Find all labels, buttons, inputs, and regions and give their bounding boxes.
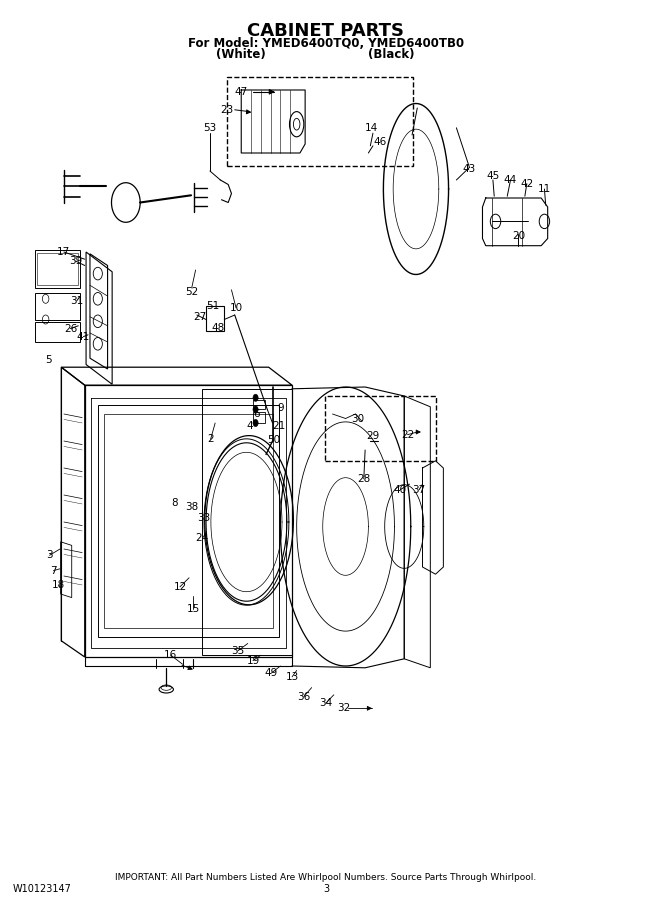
Text: W10123147: W10123147 [13,884,72,895]
Text: 3: 3 [323,884,329,895]
Text: (White): (White) [216,49,266,61]
Text: 42: 42 [520,178,533,189]
Text: 39: 39 [69,256,82,266]
Text: 26: 26 [64,323,77,334]
Bar [37,253,78,285]
Text: 16: 16 [164,650,177,661]
Bar [253,400,265,410]
Text: 19: 19 [246,655,259,666]
Bar [35,292,80,320]
Text: 7: 7 [50,565,57,576]
Text: 12: 12 [173,581,186,592]
Text: CABINET PARTS: CABINET PARTS [248,22,404,40]
Bar [325,396,436,461]
Text: 43: 43 [463,164,476,175]
Text: 14: 14 [365,122,378,133]
Text: 29: 29 [366,430,379,441]
Text: 21: 21 [273,420,286,431]
Text: 11: 11 [538,184,551,194]
Text: 30: 30 [351,413,364,424]
Text: 34: 34 [319,698,333,708]
Text: 3: 3 [46,550,53,561]
Bar [253,412,265,423]
Text: For Model: YMED6400TQ0, YMED6400TB0: For Model: YMED6400TQ0, YMED6400TB0 [188,37,464,50]
Text: 4: 4 [246,420,253,431]
Text: 49: 49 [265,668,278,679]
Text: 45: 45 [486,171,499,182]
Bar [104,414,273,628]
Text: 6: 6 [253,409,259,419]
Text: 10: 10 [230,302,243,313]
Text: 51: 51 [206,301,219,311]
Text: 36: 36 [297,691,310,702]
Text: 13: 13 [286,671,299,682]
Text: 48: 48 [212,322,225,333]
Bar [206,306,224,331]
Text: 46: 46 [374,137,387,148]
Text: (Black): (Black) [368,49,415,61]
Text: 44: 44 [504,175,517,185]
Text: 2: 2 [207,434,214,445]
Text: 18: 18 [52,580,65,590]
Text: 41: 41 [77,331,90,342]
Text: 38: 38 [185,501,198,512]
Bar [35,250,80,288]
Text: 8: 8 [171,498,178,508]
Text: 17: 17 [57,247,70,257]
Text: 15: 15 [186,604,200,615]
Text: 24: 24 [196,533,209,544]
Bar [227,77,413,166]
Text: 23: 23 [220,104,233,115]
Text: IMPORTANT: All Part Numbers Listed Are Whirlpool Numbers. Source Parts Through W: IMPORTANT: All Part Numbers Listed Are W… [115,873,537,882]
Circle shape [253,394,258,401]
Text: 27: 27 [193,311,206,322]
Text: 35: 35 [231,645,244,656]
Circle shape [253,406,258,413]
Text: 28: 28 [357,473,370,484]
Text: 9: 9 [277,402,284,413]
Circle shape [253,419,258,427]
Text: 5: 5 [45,355,52,365]
Text: 33: 33 [197,513,210,524]
Text: 32: 32 [338,703,351,714]
Text: 47: 47 [235,86,248,97]
Text: 53: 53 [203,122,216,133]
Text: 52: 52 [185,286,198,297]
Text: 37: 37 [413,484,426,495]
Text: 40: 40 [394,484,407,495]
Text: 50: 50 [267,435,280,446]
Text: 31: 31 [70,295,83,306]
Bar [35,322,80,342]
Text: 22: 22 [401,429,414,440]
Text: 20: 20 [512,230,525,241]
Bar [98,405,279,637]
